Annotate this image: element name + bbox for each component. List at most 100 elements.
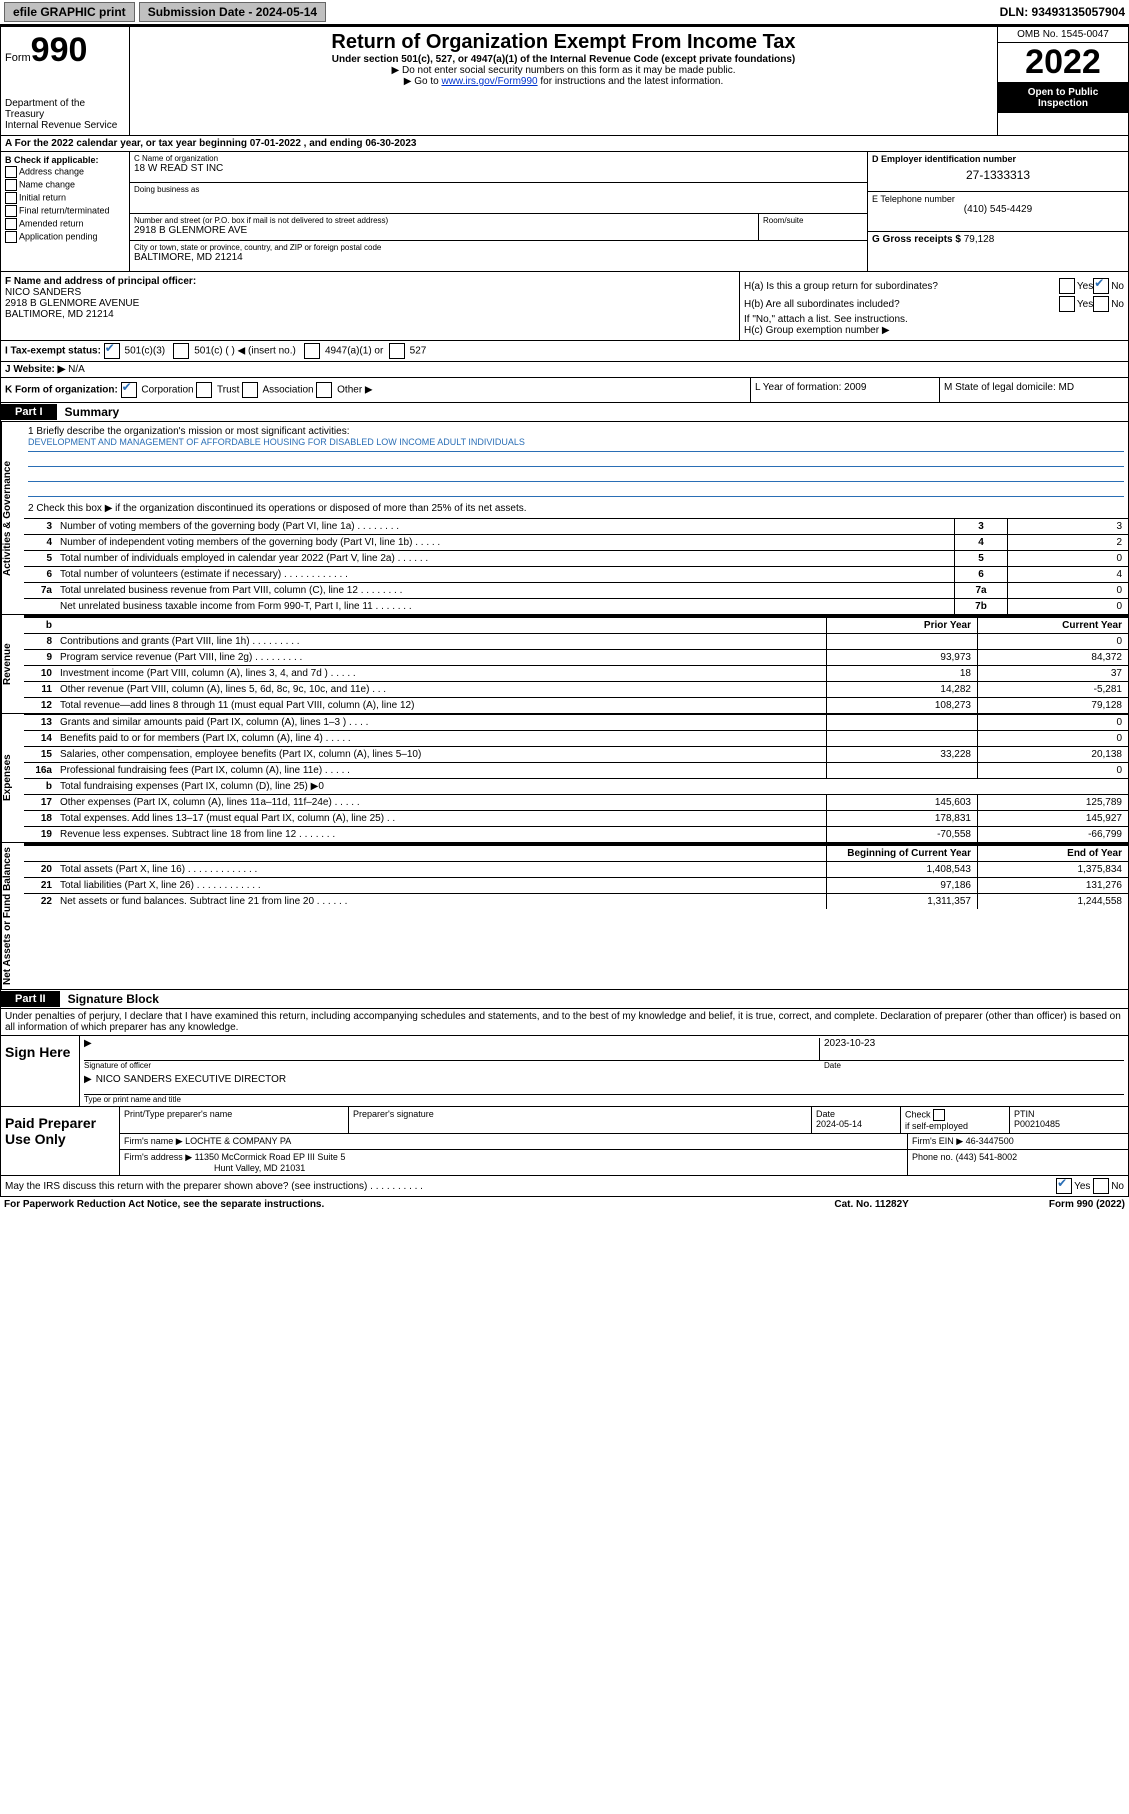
officer-group-block: F Name and address of principal officer:…: [0, 272, 1129, 341]
prep-check-label: Check: [905, 1109, 931, 1119]
line-desc: Revenue less expenses. Subtract line 18 …: [56, 827, 827, 843]
hb-yes-checkbox[interactable]: [1059, 296, 1075, 312]
irs-link[interactable]: www.irs.gov/Form990: [441, 76, 537, 87]
footer-row: For Paperwork Reduction Act Notice, see …: [0, 1197, 1129, 1212]
line-box: 7a: [955, 583, 1008, 599]
entity-block: B Check if applicable: Address change Na…: [0, 152, 1129, 272]
hb-attach: If "No," attach a list. See instructions…: [744, 314, 1124, 325]
line-box: 5: [955, 551, 1008, 567]
line-current: 125,789: [978, 795, 1129, 811]
line-num: 22: [24, 894, 56, 910]
irs-label: Internal Revenue Service: [5, 120, 125, 131]
row-j-website: J Website: ▶ N/A: [0, 362, 1129, 378]
trust-checkbox[interactable]: [196, 382, 212, 398]
mission-line2: [28, 452, 1124, 467]
line-desc: Total number of individuals employed in …: [56, 551, 955, 567]
ha-no-checkbox[interactable]: [1093, 278, 1109, 294]
ptin-label: PTIN: [1014, 1109, 1124, 1119]
501c3-checkbox[interactable]: [104, 343, 120, 359]
line-desc: Contributions and grants (Part VIII, lin…: [56, 634, 827, 650]
row-i-tax-status: I Tax-exempt status: 501(c)(3) 501(c) ( …: [0, 341, 1129, 362]
firm-phone: (443) 541-8002: [956, 1152, 1018, 1162]
line-num: [24, 599, 56, 615]
sign-here-label: Sign Here: [1, 1036, 80, 1106]
name-change-checkbox[interactable]: [5, 179, 17, 191]
line-prior: -70,558: [827, 827, 978, 843]
line-desc: Other expenses (Part IX, column (A), lin…: [56, 795, 827, 811]
discuss-no-label: No: [1111, 1181, 1124, 1192]
ein-value: 27-1333313: [872, 164, 1124, 186]
group-return-box: H(a) Is this a group return for subordin…: [740, 272, 1128, 340]
mission-text: DEVELOPMENT AND MANAGEMENT OF AFFORDABLE…: [28, 437, 1124, 452]
submission-date-button[interactable]: Submission Date - 2024-05-14: [139, 2, 326, 22]
line-desc: Benefits paid to or for members (Part IX…: [56, 731, 827, 747]
line-desc: Professional fundraising fees (Part IX, …: [56, 763, 827, 779]
corp-checkbox[interactable]: [121, 382, 137, 398]
col-b-header: B Check if applicable:: [5, 155, 125, 165]
4947-checkbox[interactable]: [304, 343, 320, 359]
discuss-yes-checkbox[interactable]: [1056, 1178, 1072, 1194]
street-cell: Number and street (or P.O. box if mail i…: [130, 214, 867, 241]
k-label: K Form of organization:: [5, 385, 118, 396]
side-label-revenue: Revenue: [1, 615, 24, 713]
line-num: 13: [24, 715, 56, 731]
prep-selfemp-label: if self-employed: [905, 1121, 968, 1131]
name-change-label: Name change: [19, 179, 75, 189]
efile-button[interactable]: efile GRAPHIC print: [4, 2, 135, 22]
form-year-box: OMB No. 1545-0047 2022 Open to Public In…: [997, 27, 1128, 135]
527-checkbox[interactable]: [389, 343, 405, 359]
line-prior: [827, 763, 978, 779]
line-val: 4: [1008, 567, 1129, 583]
line-val: 2: [1008, 535, 1129, 551]
governance-section: Activities & Governance 1 Briefly descri…: [0, 422, 1129, 615]
firm-name: LOCHTE & COMPANY PA: [185, 1136, 291, 1146]
na-head-begin: Beginning of Current Year: [827, 845, 978, 862]
ha-yes-checkbox[interactable]: [1059, 278, 1075, 294]
501c-checkbox[interactable]: [173, 343, 189, 359]
discuss-row: May the IRS discuss this return with the…: [0, 1176, 1129, 1197]
street-label: Number and street (or P.O. box if mail i…: [134, 216, 754, 225]
line-prior: [827, 634, 978, 650]
line-num: 4: [24, 535, 56, 551]
line-desc: Grants and similar amounts paid (Part IX…: [56, 715, 827, 731]
dln-label: DLN: 93493135057904: [1000, 5, 1125, 19]
dba-label: Doing business as: [134, 185, 863, 194]
line-current: 1,244,558: [978, 894, 1129, 910]
initial-return-checkbox[interactable]: [5, 192, 17, 204]
amended-return-checkbox[interactable]: [5, 218, 17, 230]
discuss-no-checkbox[interactable]: [1093, 1178, 1109, 1194]
assoc-checkbox[interactable]: [242, 382, 258, 398]
addr-change-checkbox[interactable]: [5, 166, 17, 178]
self-emp-checkbox[interactable]: [933, 1109, 945, 1121]
app-pending-checkbox[interactable]: [5, 231, 17, 243]
line-prior: 108,273: [827, 698, 978, 714]
sig-date-label: Date: [824, 1061, 1124, 1070]
line-box: 6: [955, 567, 1008, 583]
penalty-text: Under penalties of perjury, I declare th…: [1, 1009, 1128, 1035]
hb-no-checkbox[interactable]: [1093, 296, 1109, 312]
final-return-checkbox[interactable]: [5, 205, 17, 217]
line-current: 1,375,834: [978, 862, 1129, 878]
form-id-box: Form990 Department of the Treasury Inter…: [1, 27, 130, 135]
ha-no-label: No: [1111, 281, 1124, 292]
other-checkbox[interactable]: [316, 382, 332, 398]
hb-yes-label: Yes: [1077, 299, 1093, 310]
side-label-governance: Activities & Governance: [1, 422, 24, 614]
prep-date-label: Date: [816, 1109, 896, 1119]
preparer-label: Paid Preparer Use Only: [1, 1107, 120, 1175]
hb-label: H(b) Are all subordinates included?: [744, 299, 1059, 310]
footer-left: For Paperwork Reduction Act Notice, see …: [4, 1199, 834, 1210]
line-num: 10: [24, 666, 56, 682]
footer-right: Form 990 (2022): [1049, 1199, 1125, 1210]
line-current: 145,927: [978, 811, 1129, 827]
omb-label: OMB No. 1545-0047: [998, 27, 1128, 43]
line-num: 12: [24, 698, 56, 714]
501c3-label: 501(c)(3): [125, 346, 166, 357]
line-num: 8: [24, 634, 56, 650]
line-val: 0: [1008, 599, 1129, 615]
gross-value: 79,128: [964, 234, 995, 245]
firm-addr2: Hunt Valley, MD 21031: [214, 1163, 305, 1173]
4947-label: 4947(a)(1) or: [325, 346, 383, 357]
discuss-question: May the IRS discuss this return with the…: [5, 1181, 1056, 1192]
prep-date-value: 2024-05-14: [816, 1119, 896, 1129]
